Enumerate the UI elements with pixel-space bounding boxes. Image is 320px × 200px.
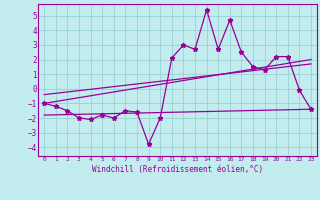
X-axis label: Windchill (Refroidissement éolien,°C): Windchill (Refroidissement éolien,°C) [92, 165, 263, 174]
